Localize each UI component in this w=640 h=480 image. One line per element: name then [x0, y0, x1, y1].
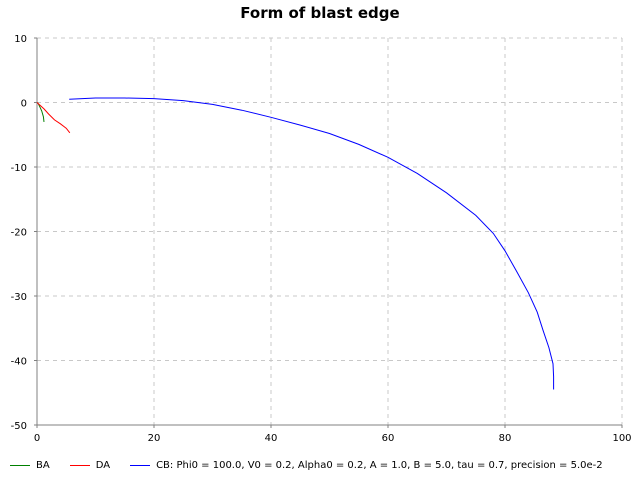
- legend-label: DA: [95, 459, 111, 471]
- x-tick-label: 20: [148, 433, 161, 444]
- x-tick-label: 0: [34, 433, 40, 444]
- legend-item-1: DA: [69, 459, 111, 471]
- y-tick-label: 10: [14, 34, 27, 45]
- y-tick-label: -20: [11, 228, 27, 239]
- y-tick-label: -40: [11, 357, 27, 368]
- legend-label: CB: Phi0 = 100.0, V0 = 0.2, Alpha0 = 0.2…: [156, 459, 603, 471]
- y-tick-label: -50: [11, 421, 27, 432]
- x-tick-label: 40: [265, 433, 278, 444]
- grid-lines: [37, 37, 623, 425]
- legend-swatch: [10, 464, 30, 466]
- chart-title: Form of blast edge: [240, 4, 400, 22]
- legend-item-2: CB: Phi0 = 100.0, V0 = 0.2, Alpha0 = 0.2…: [130, 460, 603, 471]
- legend-item-0: BA: [10, 460, 50, 471]
- axes: [34, 37, 623, 428]
- legend-label: BA: [36, 459, 50, 471]
- series-lines: [36, 97, 555, 390]
- legend-swatch: [69, 464, 90, 466]
- legend-swatch: [130, 464, 151, 466]
- y-tick-label: -30: [11, 292, 27, 303]
- x-tick-label: 80: [499, 433, 512, 444]
- y-tick-label: 0: [21, 99, 27, 110]
- legend: BA DA CB: Phi0 = 100.0, V0 = 0.2, Alpha0 =…: [10, 457, 623, 473]
- x-tick-label: 60: [382, 433, 395, 444]
- series-line-2: [69, 97, 555, 390]
- y-tick-label: -10: [11, 163, 27, 174]
- series-line-1: [36, 102, 71, 134]
- x-tick-label: 100: [612, 433, 631, 444]
